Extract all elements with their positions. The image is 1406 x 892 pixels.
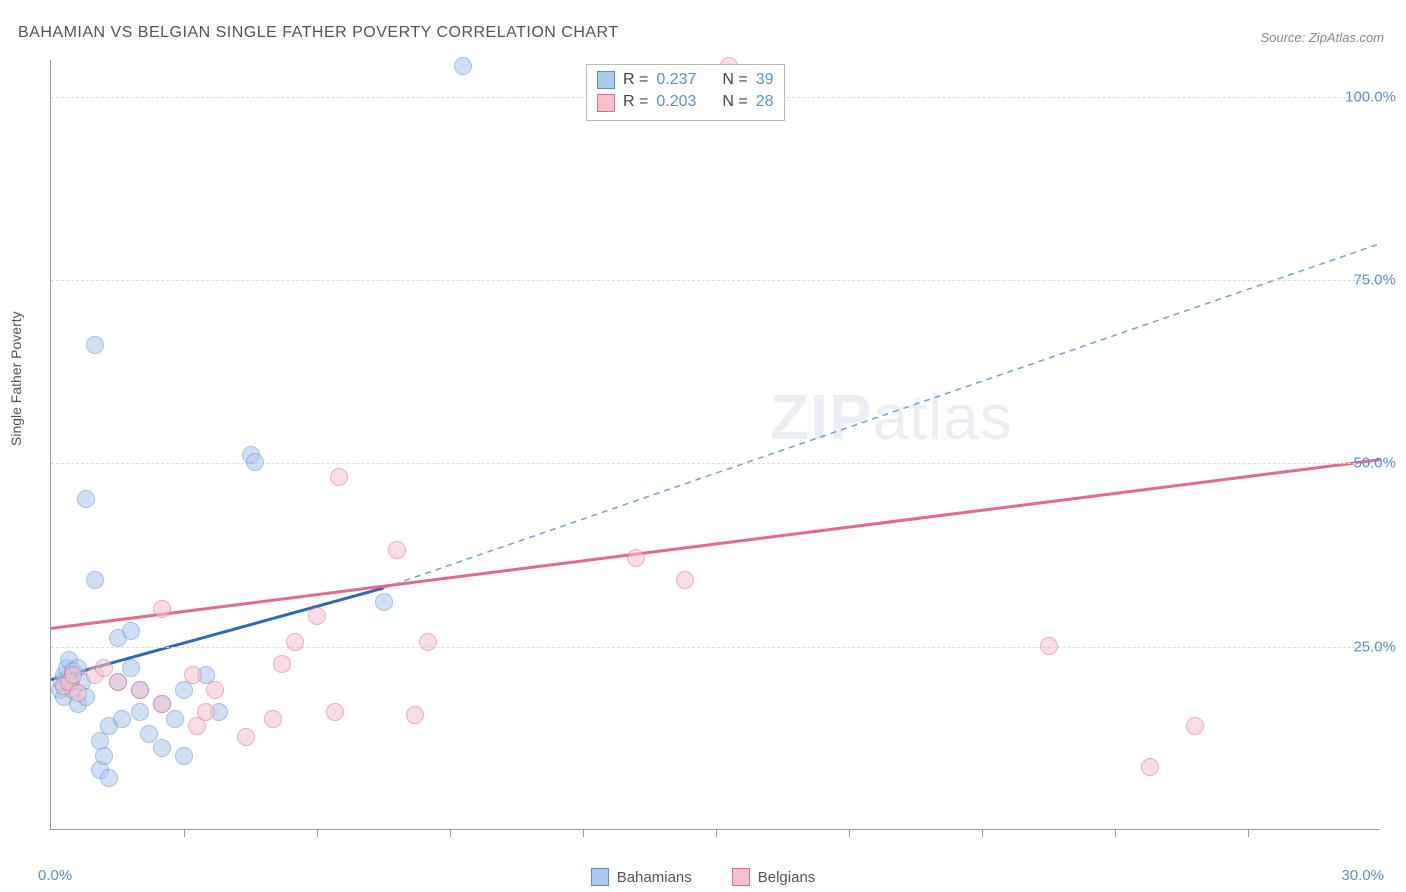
x-tick <box>317 829 318 837</box>
data-point <box>264 710 282 728</box>
data-point <box>95 659 113 677</box>
data-point <box>122 659 140 677</box>
x-tick <box>450 829 451 837</box>
stat-r-value: 0.237 <box>656 69 696 91</box>
data-point <box>454 57 472 75</box>
stat-r-label: R = <box>623 91 648 113</box>
data-point <box>131 681 149 699</box>
chart-container: BAHAMIAN VS BELGIAN SINGLE FATHER POVERT… <box>0 0 1406 892</box>
data-point <box>184 666 202 684</box>
y-tick-label: 75.0% <box>1353 272 1396 289</box>
x-tick <box>1115 829 1116 837</box>
data-point <box>406 706 424 724</box>
data-point <box>140 725 158 743</box>
x-tick <box>583 829 584 837</box>
data-point <box>330 468 348 486</box>
stat-n-label: N = <box>722 69 747 91</box>
data-point <box>153 739 171 757</box>
y-tick-label: 25.0% <box>1353 638 1396 655</box>
legend-item: Belgians <box>732 868 816 886</box>
data-point <box>86 571 104 589</box>
stat-swatch <box>597 94 615 112</box>
chart-title: BAHAMIAN VS BELGIAN SINGLE FATHER POVERT… <box>18 24 619 42</box>
data-point <box>206 681 224 699</box>
correlation-stats-box: R = 0.237 N = 39 R = 0.203 N = 28 <box>586 64 785 121</box>
data-point <box>419 633 437 651</box>
data-point <box>237 728 255 746</box>
data-point <box>153 695 171 713</box>
trend-line-solid <box>51 460 1381 629</box>
data-point <box>286 633 304 651</box>
data-point <box>197 703 215 721</box>
data-point <box>388 541 406 559</box>
data-point <box>166 710 184 728</box>
data-point <box>1040 637 1058 655</box>
data-point <box>131 703 149 721</box>
stat-n-value: 39 <box>756 69 774 91</box>
data-point <box>627 549 645 567</box>
stat-n-label: N = <box>722 91 747 113</box>
legend-label: Belgians <box>758 869 816 886</box>
stat-r-value: 0.203 <box>656 91 696 113</box>
y-axis-label: Single Father Poverty <box>8 311 24 446</box>
data-point <box>375 593 393 611</box>
data-point <box>308 607 326 625</box>
data-point <box>95 747 113 765</box>
source-credit: Source: ZipAtlas.com <box>1260 30 1384 45</box>
data-point <box>1141 758 1159 776</box>
x-tick <box>716 829 717 837</box>
data-point <box>69 684 87 702</box>
stat-row: R = 0.237 N = 39 <box>597 69 774 91</box>
data-point <box>64 666 82 684</box>
data-point <box>77 490 95 508</box>
data-point <box>676 571 694 589</box>
x-tick <box>1248 829 1249 837</box>
data-point <box>1186 717 1204 735</box>
plot-area <box>50 60 1380 830</box>
trend-lines-layer <box>51 60 1381 830</box>
stat-r-label: R = <box>623 69 648 91</box>
legend-swatch <box>591 868 609 886</box>
legend-swatch <box>732 868 750 886</box>
stat-n-value: 28 <box>756 91 774 113</box>
y-tick-label: 50.0% <box>1353 455 1396 472</box>
legend: Bahamians Belgians <box>0 868 1406 886</box>
gridline <box>51 647 1381 648</box>
data-point <box>122 622 140 640</box>
data-point <box>273 655 291 673</box>
data-point <box>100 769 118 787</box>
gridline <box>51 280 1381 281</box>
data-point <box>153 600 171 618</box>
stat-row: R = 0.203 N = 28 <box>597 91 774 113</box>
y-tick-label: 100.0% <box>1345 88 1396 105</box>
data-point <box>109 673 127 691</box>
stat-swatch <box>597 71 615 89</box>
x-tick <box>849 829 850 837</box>
data-point <box>86 336 104 354</box>
x-tick <box>982 829 983 837</box>
legend-item: Bahamians <box>591 868 692 886</box>
trend-line-dashed <box>384 243 1382 588</box>
legend-label: Bahamians <box>617 869 692 886</box>
data-point <box>175 747 193 765</box>
x-tick <box>184 829 185 837</box>
data-point <box>326 703 344 721</box>
data-point <box>113 710 131 728</box>
data-point <box>246 453 264 471</box>
